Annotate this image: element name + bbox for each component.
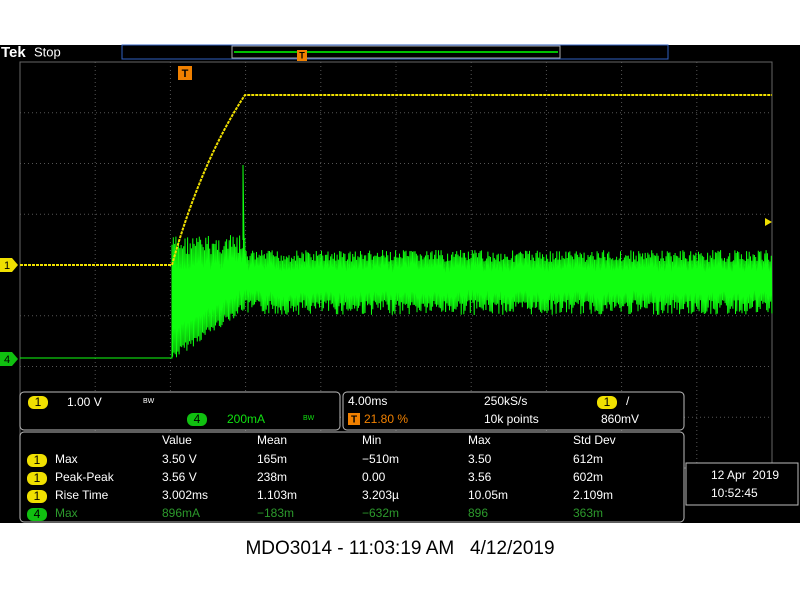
ch1-marker	[0, 258, 18, 272]
trig-slope: /	[626, 394, 630, 408]
trigger-pos-icon-label: T	[351, 415, 357, 426]
ch4-marker	[0, 352, 18, 366]
measurement-cell: 165m	[257, 452, 287, 466]
measurement-name: Max	[55, 452, 78, 466]
trigger-pos-marker	[297, 50, 307, 61]
measurement-cell: 896	[468, 506, 488, 520]
channel-badge	[27, 508, 47, 521]
trigger-label: T	[182, 68, 189, 80]
measurement-cell: 1.103m	[257, 488, 297, 502]
column-header: Max	[468, 433, 491, 447]
measurement-panel	[19, 431, 685, 523]
footer: MDO3014 - 11:03:19 AM 4/12/2019	[245, 538, 554, 559]
trigger-pos: 21.80 %	[364, 412, 408, 426]
column-header: Std Dev	[573, 433, 616, 447]
datetime-panel	[685, 462, 799, 506]
measurement-cell: −632m	[362, 506, 399, 520]
ch4-trace	[20, 164, 773, 359]
ch4-bw: BW	[303, 415, 315, 422]
channel-badge	[27, 472, 47, 485]
ch1-badge	[28, 396, 48, 409]
trig-channel: 1	[604, 395, 611, 409]
ch4-badge-label: 4	[194, 412, 201, 426]
measurement-cell: 3.50	[468, 452, 492, 466]
trigger-pos-icon	[348, 413, 360, 425]
ch1-badge-label: 1	[35, 395, 42, 409]
channel-badge-label: 1	[34, 453, 41, 467]
measurement-cell: 612m	[573, 452, 603, 466]
record-length: 10k points	[484, 412, 539, 426]
measurement-cell: −183m	[257, 506, 294, 520]
channel-panel	[19, 391, 341, 431]
brand: Tek	[1, 44, 26, 61]
record-window	[231, 45, 561, 59]
measurement-cell: 10.05m	[468, 488, 508, 502]
channel-badge	[27, 454, 47, 467]
measurement-name: Rise Time	[55, 488, 109, 502]
time: 10:52:45	[711, 486, 758, 500]
ch1-scale: 1.00 V	[67, 395, 102, 409]
trigger-marker	[178, 66, 192, 80]
channel-badge-label: 1	[34, 471, 41, 485]
measurement-cell: 3.56 V	[162, 470, 197, 484]
measurement-cell: 896mA	[162, 506, 200, 520]
measurement-name: Peak-Peak	[55, 470, 115, 484]
measurement-cell: −510m	[362, 452, 399, 466]
measurement-cell: 3.203µ	[362, 488, 399, 502]
ch4-badge	[187, 413, 207, 426]
record-view	[121, 44, 669, 60]
sample-rate: 250kS/s	[484, 394, 527, 408]
ch1-trace	[20, 94, 772, 266]
status: Stop	[34, 44, 61, 59]
trigger-level-arrow	[765, 218, 772, 226]
time-div: 4.00ms	[348, 394, 387, 408]
channel-badge-label: 1	[34, 489, 41, 503]
ch4-marker-label: 4	[4, 354, 10, 366]
ch4-scale: 200mA	[227, 412, 265, 426]
measurement-cell: 3.50 V	[162, 452, 197, 466]
measurement-cell: 602m	[573, 470, 603, 484]
measurement-cell: 2.109m	[573, 488, 613, 502]
channel-badge	[27, 490, 47, 503]
measurement-cell: 3.56	[468, 470, 492, 484]
ch1-bw: BW	[143, 398, 155, 405]
measurement-table: Value Mean Min Max Std Dev 1 Max 3.50 V 165m −510…	[27, 433, 616, 521]
date: 12 Apr 2019	[711, 468, 779, 482]
ch1-marker-label: 1	[4, 260, 10, 272]
column-header: Min	[362, 433, 381, 447]
measurement-name: Max	[55, 506, 78, 520]
trigger-pos-label: T	[299, 50, 305, 60]
column-header: Mean	[257, 433, 287, 447]
measurement-cell: 238m	[257, 470, 287, 484]
measurement-cell: 3.002ms	[162, 488, 208, 502]
column-header: Value	[162, 433, 192, 447]
measurement-cell: 363m	[573, 506, 603, 520]
measurement-cell: 0.00	[362, 470, 386, 484]
channel-badge-label: 4	[34, 507, 41, 521]
trig-channel-badge	[597, 396, 617, 409]
trig-level: 860mV	[601, 412, 639, 426]
